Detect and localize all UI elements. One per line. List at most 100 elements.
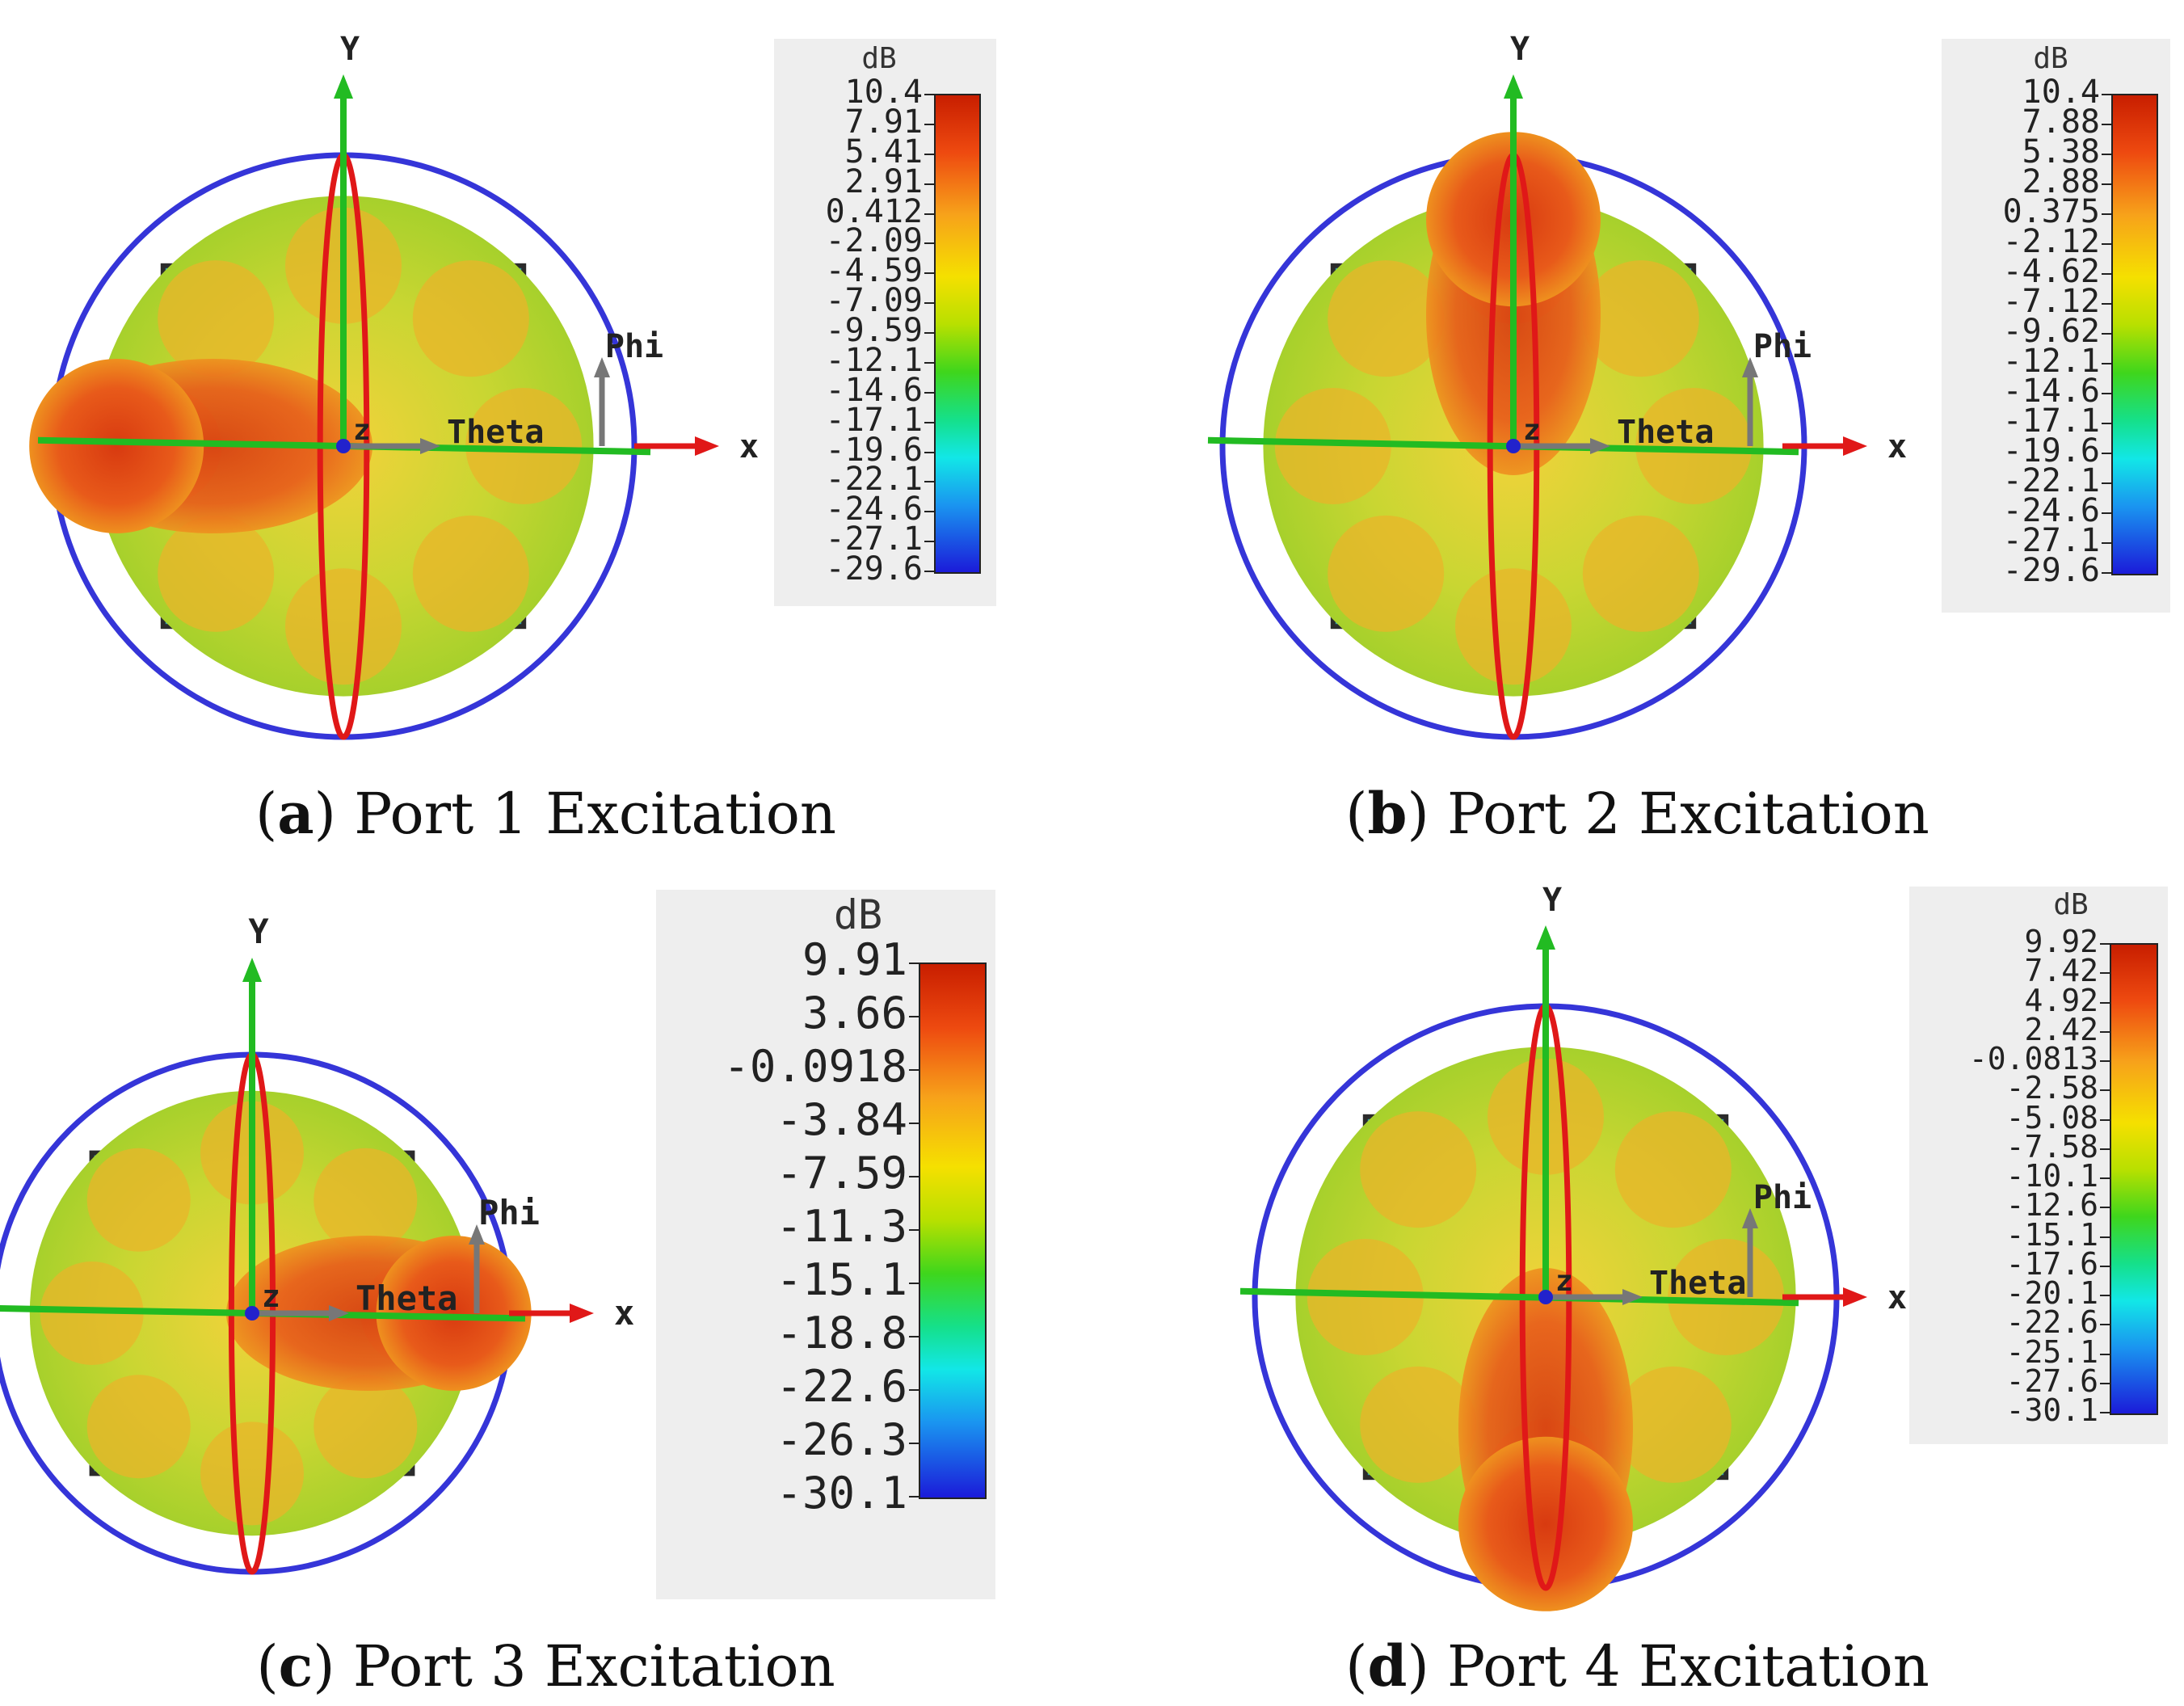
- colorbar-tick-label: -12.1: [825, 341, 923, 379]
- colorbar-tick-label: -17.1: [2002, 402, 2100, 440]
- colorbar-tick-mark: [924, 511, 934, 513]
- colorbar-tick-label: -22.6: [776, 1361, 907, 1413]
- colorbar-tick-mark: [2102, 154, 2111, 155]
- colorbar-tick-mark: [2102, 512, 2111, 514]
- colorbar-tick-label: -22.6: [2005, 1304, 2098, 1341]
- caption-c: (c) Port 3 Excitation: [256, 1632, 835, 1700]
- colorbar-tick-mark: [2102, 183, 2111, 185]
- colorbar-tick-mark: [924, 213, 934, 215]
- colorbar-tick-label: -4.59: [825, 252, 923, 290]
- side-lobe: [1328, 260, 1445, 377]
- colorbar-c: dB 9.91 3.66 -0.0918 -3.84 -7.59 -11.3 -15.1 -1…: [656, 890, 995, 1599]
- colorbar-tick-mark: [2102, 333, 2111, 335]
- x-axis-arrow-head: [570, 1304, 594, 1323]
- z-axis-label: z: [1555, 1265, 1573, 1298]
- colorbar-tick-mark: [2102, 124, 2111, 125]
- colorbar-tick-mark: [2100, 1001, 2110, 1004]
- pattern-plot-b: Yx z Theta Phi: [1207, 31, 1907, 740]
- colorbar-tick-mark: [909, 1229, 919, 1231]
- colorbar-tick-label: -7.09: [825, 282, 923, 320]
- colorbar-tick-label: -25.1: [2005, 1333, 2098, 1370]
- z-axis-label: z: [262, 1278, 280, 1314]
- colorbar-tick-mark: [909, 1123, 919, 1124]
- theta-arrow-head: [329, 1305, 349, 1321]
- colorbar-unit-c: dB: [833, 891, 883, 938]
- colorbar-tick-label: -3.84: [776, 1094, 907, 1146]
- x-axis-label: x: [614, 1293, 634, 1333]
- colorbar-tick-label: -30.1: [2005, 1392, 2098, 1429]
- colorbar-tick-label: -7.12: [2002, 283, 2100, 320]
- colorbar-tick-label: -4.62: [2002, 253, 2100, 290]
- colorbar-tick-label: -11.3: [776, 1201, 907, 1253]
- colorbar-unit-a: dB: [861, 42, 897, 75]
- colorbar-tick-mark: [2100, 1177, 2110, 1179]
- colorbar-tick-mark: [909, 1496, 919, 1497]
- x-axis-arrow-head: [695, 436, 719, 456]
- side-lobe: [412, 260, 529, 377]
- colorbar-tick-mark: [2100, 1324, 2110, 1326]
- colorbar-tick-label: -7.59: [776, 1148, 907, 1199]
- colorbar-tick-mark: [924, 94, 934, 95]
- colorbar-tick-label: -2.09: [825, 222, 923, 260]
- y-axis-arrow: [1536, 925, 1555, 950]
- colorbar-tick-mark: [909, 1336, 919, 1337]
- side-lobe: [1360, 1111, 1477, 1228]
- x-axis-arrow-head: [1843, 1287, 1867, 1307]
- side-lobe: [465, 388, 583, 504]
- colorbar-tick-mark: [2100, 1382, 2110, 1384]
- colorbar-tick-mark: [2102, 542, 2111, 544]
- side-lobe: [1614, 1111, 1732, 1228]
- colorbar-tick-mark: [924, 242, 934, 245]
- colorbar-tick-label: -12.1: [2002, 343, 2100, 380]
- colorbar-tick-label: 2.91: [844, 162, 923, 200]
- x-axis-line: [1207, 436, 1799, 456]
- theta-label: Theta: [356, 1278, 457, 1318]
- colorbar-tick-mark: [2102, 303, 2111, 305]
- colorbar-tick-label: -24.6: [2002, 492, 2100, 529]
- side-lobe: [1668, 1239, 1785, 1355]
- colorbar-tick-label: -17.6: [2005, 1245, 2098, 1282]
- colorbar-tick-label: -19.6: [2002, 432, 2100, 470]
- origin-point: [1506, 439, 1521, 453]
- phi-arrow-head: [1742, 1208, 1758, 1228]
- x-axis-label: x: [739, 428, 759, 465]
- colorbar-tick-label: 0.412: [825, 192, 923, 230]
- colorbar-tick-mark: [924, 153, 934, 155]
- theta-label: Theta: [447, 414, 544, 451]
- colorbar-tick-mark: [2100, 1265, 2110, 1267]
- y-axis-label: Y: [248, 912, 269, 951]
- colorbar-tick-label: -2.58: [2005, 1070, 2098, 1106]
- caption-letter-d: d: [1367, 1632, 1408, 1700]
- side-lobe: [285, 568, 402, 685]
- colorbar-tick-mark: [924, 361, 934, 364]
- y-axis-arrow: [334, 74, 353, 99]
- colorbar-tick-mark: [924, 332, 934, 334]
- colorbar-tick-mark: [924, 571, 934, 572]
- x-axis-arrow-head: [1843, 436, 1867, 456]
- colorbar-tick-label: 9.92: [2024, 924, 2098, 960]
- pattern-plot-c: Yx z Theta Phi: [0, 912, 634, 1575]
- caption-text-a: Port 1 Excitation: [354, 781, 837, 847]
- colorbar-unit-d: dB: [2053, 888, 2089, 921]
- side-lobe: [412, 515, 529, 632]
- caption-text-b: Port 2 Excitation: [1447, 781, 1929, 847]
- colorbar-tick-label: -27.1: [825, 520, 923, 558]
- phi-arrow-head: [1742, 357, 1758, 377]
- colorbar-tick-label: -14.6: [2002, 373, 2100, 410]
- colorbar-tick-label: -29.6: [2002, 552, 2100, 589]
- colorbar-tick-mark: [2102, 94, 2111, 95]
- colorbar-tick-mark: [2102, 243, 2111, 245]
- colorbar-tick-label: -30.1: [776, 1468, 907, 1519]
- colorbar-tick-label: -24.6: [825, 491, 923, 529]
- side-lobe: [1274, 388, 1391, 504]
- theta-arrow-head: [1590, 438, 1610, 454]
- theta-label: Theta: [1617, 414, 1714, 451]
- side-lobe: [1582, 515, 1699, 632]
- side-lobe: [1635, 388, 1753, 504]
- colorbar-tick-mark: [909, 963, 919, 964]
- colorbar-gradient-d: [2110, 943, 2158, 1415]
